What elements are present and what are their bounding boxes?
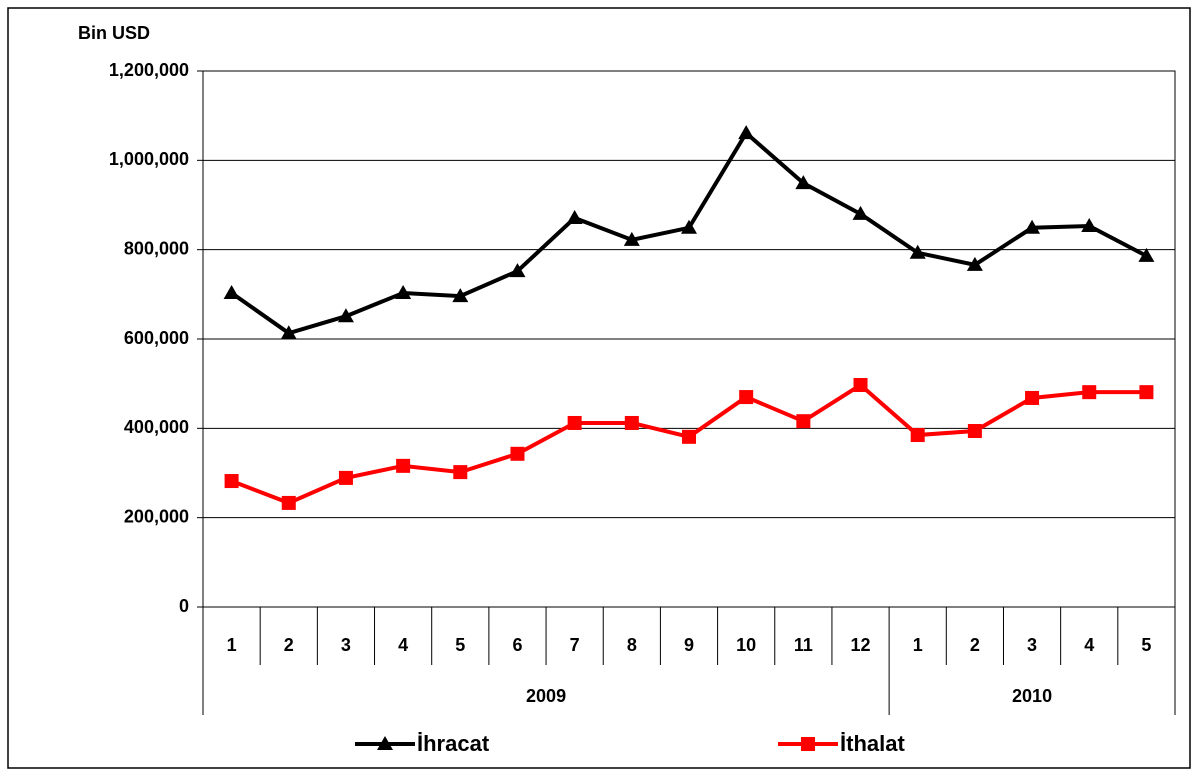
x-tick-label: 3	[341, 635, 351, 655]
data-point	[852, 205, 869, 220]
legend-label: İhracat	[417, 731, 490, 756]
data-point	[910, 428, 925, 443]
data-point	[624, 415, 639, 430]
data-point	[395, 284, 412, 299]
data-point	[337, 308, 354, 323]
data-point	[338, 470, 353, 485]
x-tick-label: 9	[684, 635, 694, 655]
data-point	[738, 125, 755, 140]
x-tick-label: 7	[570, 635, 580, 655]
data-point	[510, 446, 525, 461]
y-tick-label: 0	[179, 596, 189, 616]
data-point	[1082, 385, 1097, 400]
y-tick-label: 200,000	[124, 506, 189, 526]
data-point	[1024, 219, 1041, 234]
data-point	[1139, 385, 1154, 400]
group-label: 2010	[1012, 686, 1052, 706]
legend-marker	[377, 736, 393, 750]
data-point	[623, 231, 640, 246]
x-tick-label: 10	[736, 635, 756, 655]
data-point	[396, 458, 411, 473]
chart-border	[7, 7, 1191, 769]
x-tick-label: 11	[794, 635, 813, 655]
y-tick-label: 800,000	[124, 238, 189, 258]
y-tick-label: 400,000	[124, 417, 189, 437]
y-tick-label: 1,000,000	[109, 149, 189, 169]
data-point	[452, 288, 469, 303]
x-tick-label: 5	[455, 635, 465, 655]
data-point	[966, 256, 983, 271]
x-tick-label: 4	[1084, 635, 1094, 655]
data-point	[453, 465, 468, 480]
data-point	[1138, 247, 1155, 262]
data-point	[681, 219, 697, 234]
x-tick-label: 1	[913, 635, 923, 655]
legend-marker	[801, 737, 815, 751]
plot-border	[202, 70, 1176, 608]
data-point	[280, 325, 297, 340]
legend-label: İthalat	[840, 731, 905, 756]
x-tick-label: 3	[1027, 635, 1037, 655]
x-tick-label: 2	[970, 635, 980, 655]
data-point	[967, 424, 982, 439]
x-tick-label: 12	[851, 635, 871, 655]
data-point	[1025, 390, 1040, 405]
data-point	[682, 429, 696, 444]
data-point	[223, 284, 240, 299]
data-point	[853, 378, 868, 393]
data-point	[567, 415, 582, 430]
data-point	[796, 414, 811, 429]
data-point	[739, 390, 754, 405]
x-tick-label: 6	[512, 635, 522, 655]
group-label: 2009	[526, 686, 566, 706]
data-point	[795, 175, 812, 190]
x-tick-label: 5	[1141, 635, 1151, 655]
data-point	[1081, 217, 1098, 232]
data-point	[909, 244, 926, 259]
data-point	[281, 495, 296, 510]
y-tick-label: 1,200,000	[109, 60, 189, 80]
x-tick-label: 4	[398, 635, 408, 655]
y-tick-label: 600,000	[124, 328, 189, 348]
data-point	[566, 209, 583, 224]
data-point	[224, 474, 239, 489]
x-tick-label: 2	[284, 635, 294, 655]
x-tick-label: 8	[627, 635, 637, 655]
x-tick-label: 1	[227, 635, 237, 655]
data-point	[509, 263, 526, 278]
y-axis-label: Bin USD	[78, 23, 150, 43]
